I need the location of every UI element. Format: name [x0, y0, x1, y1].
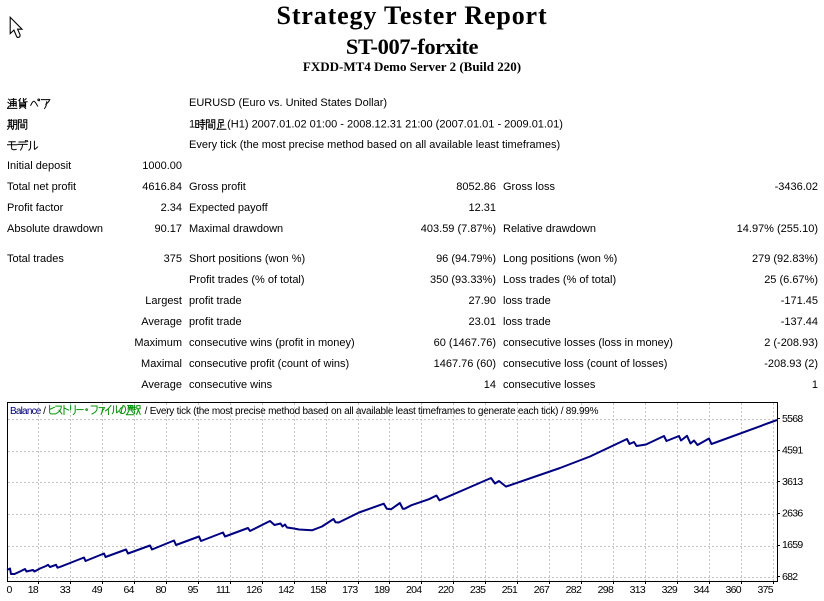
svg-text:64: 64	[124, 584, 135, 596]
svg-text:173: 173	[342, 584, 358, 596]
svg-text:33: 33	[60, 584, 71, 596]
svg-text:158: 158	[310, 584, 326, 596]
svg-text:204: 204	[406, 584, 422, 596]
svg-text:282: 282	[566, 584, 582, 596]
svg-text:126: 126	[246, 584, 262, 596]
svg-text:80: 80	[156, 584, 167, 596]
svg-text:18: 18	[28, 584, 39, 596]
svg-text:0: 0	[7, 584, 13, 596]
svg-text:375: 375	[757, 584, 773, 596]
svg-text:95: 95	[188, 584, 199, 596]
svg-text:251: 251	[502, 584, 518, 596]
svg-text:235: 235	[470, 584, 486, 596]
svg-text:111: 111	[216, 584, 231, 596]
svg-text:49: 49	[92, 584, 103, 596]
svg-text:344: 344	[693, 584, 709, 596]
svg-text:2636: 2636	[782, 508, 803, 520]
svg-text:267: 267	[534, 584, 550, 596]
svg-text:142: 142	[278, 584, 294, 596]
svg-text:360: 360	[725, 584, 741, 596]
svg-text:5568: 5568	[782, 413, 803, 425]
svg-text:189: 189	[374, 584, 390, 596]
svg-text:220: 220	[438, 584, 454, 596]
svg-text:682: 682	[782, 571, 798, 583]
svg-text:329: 329	[662, 584, 678, 596]
svg-text:3613: 3613	[782, 476, 803, 488]
svg-text:1659: 1659	[782, 539, 803, 551]
svg-text:4591: 4591	[782, 445, 803, 457]
svg-text:313: 313	[630, 584, 646, 596]
svg-text:298: 298	[598, 584, 614, 596]
